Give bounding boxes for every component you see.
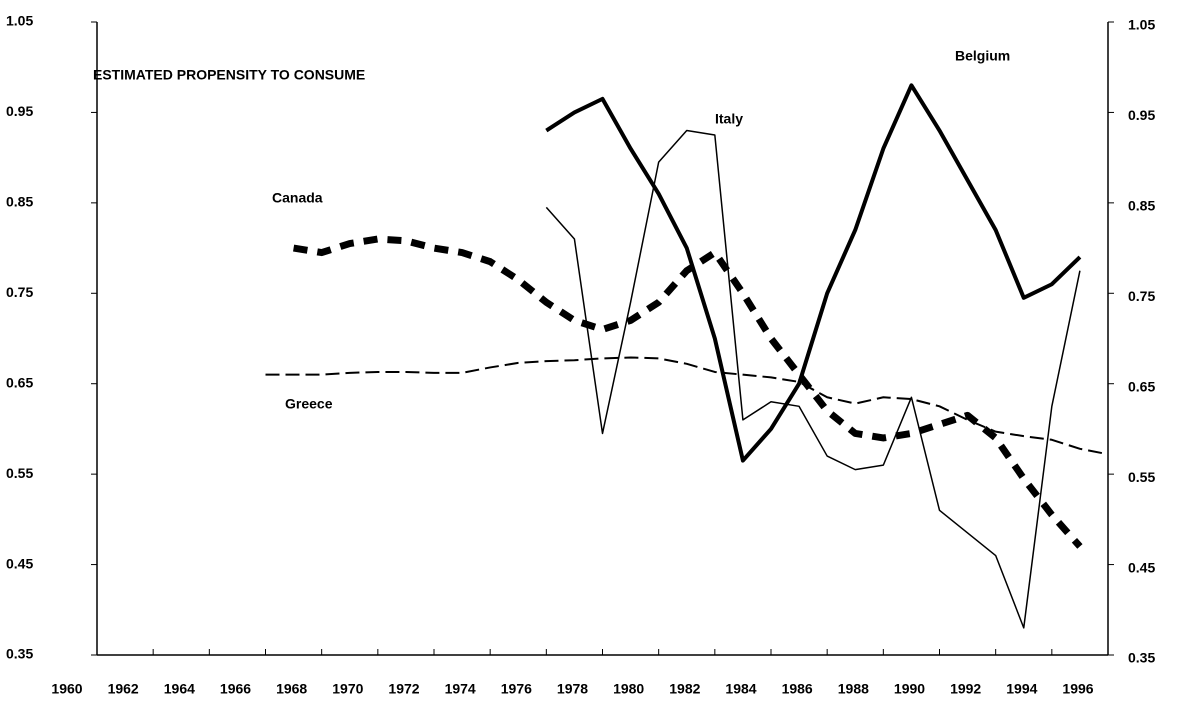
y2-tick-label: 0.55 <box>1128 469 1155 485</box>
y2-tick-label: 0.35 <box>1128 650 1155 666</box>
y-tick-label: 0.65 <box>6 374 33 390</box>
x-tick-label: 1982 <box>669 681 700 697</box>
y-tick-label: 0.55 <box>6 465 33 481</box>
x-tick-label: 1974 <box>445 681 476 697</box>
series-line <box>265 356 1109 456</box>
y-tick-label: 0.75 <box>6 284 33 300</box>
y-tick-label: 0.95 <box>6 103 33 119</box>
y-tick-label: 0.85 <box>6 194 33 210</box>
y2-tick-label: 0.75 <box>1128 288 1155 304</box>
x-tick-label: 1972 <box>388 681 419 697</box>
x-tick-label: 1970 <box>332 681 363 697</box>
series-label: Italy <box>715 111 743 127</box>
series-label: Greece <box>285 396 333 412</box>
x-tick-label: 1968 <box>276 681 307 697</box>
x-tick-label: 1962 <box>108 681 139 697</box>
x-tick-label: 1976 <box>501 681 532 697</box>
x-tick-label: 1994 <box>1006 681 1037 697</box>
series-label: Belgium <box>955 48 1010 64</box>
x-tick-label: 1986 <box>782 681 813 697</box>
x-tick-label: 1988 <box>838 681 869 697</box>
chart-title: ESTIMATED PROPENSITY TO CONSUME <box>93 67 365 83</box>
x-tick-label: 1978 <box>557 681 588 697</box>
x-tick-label: 1996 <box>1062 681 1093 697</box>
y-tick-label: 0.35 <box>6 646 33 662</box>
series-line <box>545 83 1082 463</box>
series-line <box>293 235 1083 549</box>
y2-tick-label: 0.85 <box>1128 198 1155 214</box>
x-tick-label: 1964 <box>164 681 195 697</box>
series-line <box>545 129 1081 629</box>
y-tick-label: 0.45 <box>6 555 33 571</box>
x-tick-label: 1960 <box>51 681 82 697</box>
x-tick-label: 1980 <box>613 681 644 697</box>
series-label: Canada <box>272 190 323 206</box>
x-tick-label: 1990 <box>894 681 925 697</box>
y2-tick-label: 1.05 <box>1128 17 1155 33</box>
y2-tick-label: 0.45 <box>1128 559 1155 575</box>
x-tick-label: 1984 <box>725 681 756 697</box>
y2-tick-label: 0.95 <box>1128 107 1155 123</box>
y2-tick-label: 0.65 <box>1128 378 1155 394</box>
x-tick-label: 1992 <box>950 681 981 697</box>
y-tick-label: 1.05 <box>6 13 33 29</box>
x-tick-label: 1966 <box>220 681 251 697</box>
